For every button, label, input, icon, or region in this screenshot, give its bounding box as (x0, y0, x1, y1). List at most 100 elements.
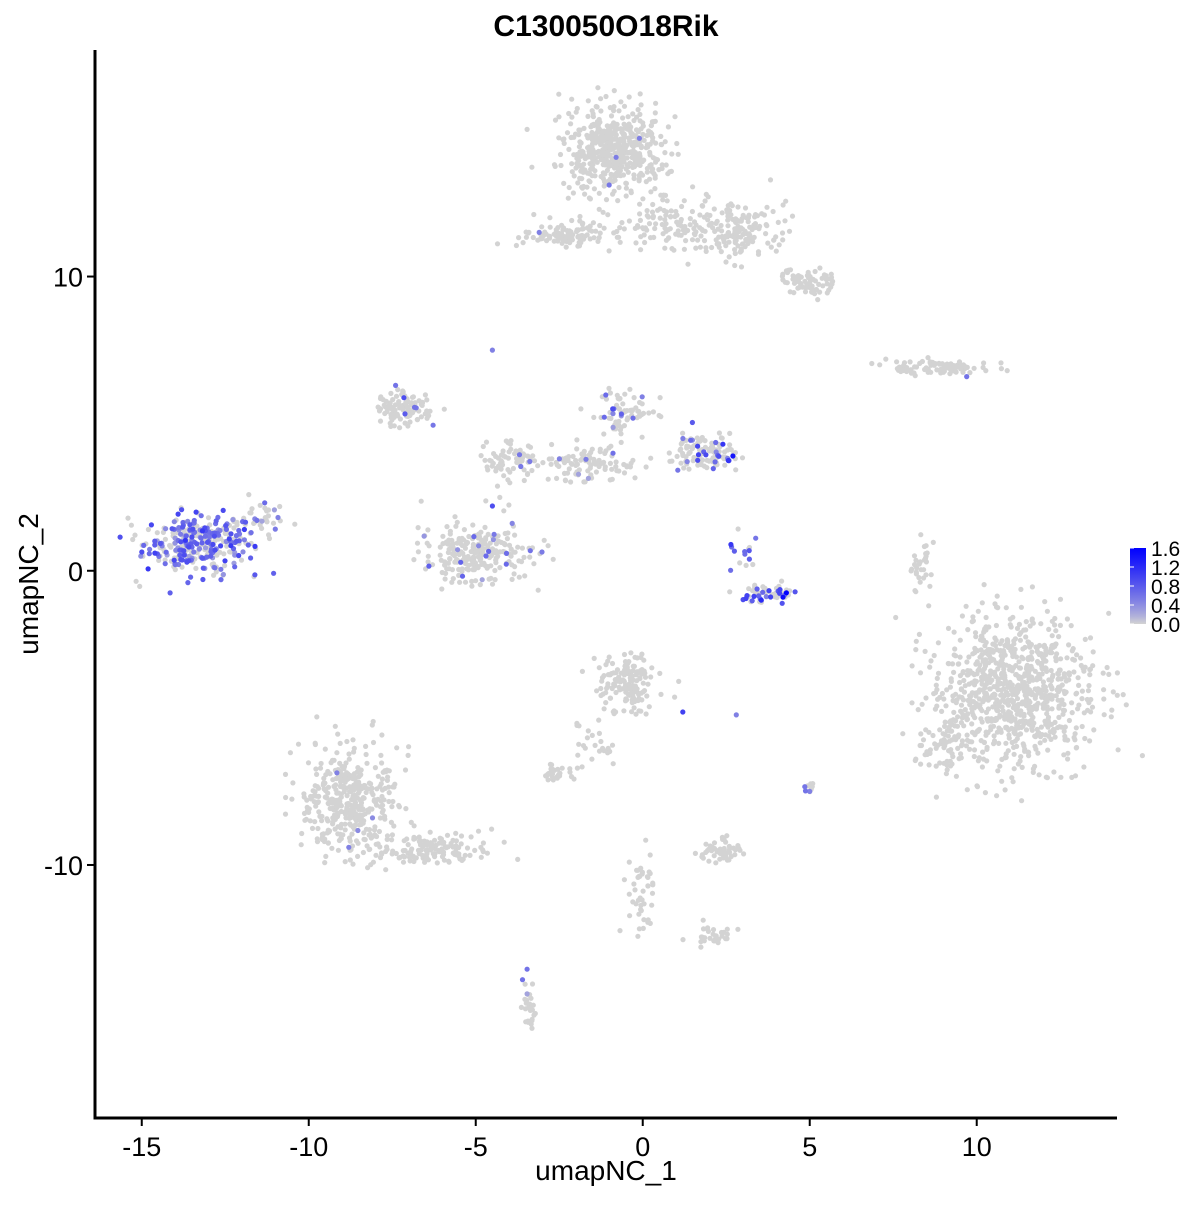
cell-point (578, 140, 584, 146)
cell-point (459, 535, 465, 541)
cell-point (649, 209, 656, 215)
cell-point (1139, 753, 1145, 759)
cell-point (649, 890, 656, 896)
cell-point (752, 224, 758, 231)
cell-point (254, 517, 260, 524)
cell-point (1057, 596, 1064, 602)
cell-point (677, 447, 683, 453)
cell-point (1023, 619, 1029, 625)
cell-point (585, 98, 591, 104)
cell-point (411, 834, 417, 840)
cell-point (971, 747, 978, 753)
cell-point (218, 566, 224, 572)
cell-point (611, 104, 617, 110)
cell-point (378, 781, 384, 787)
cell-point (964, 364, 970, 370)
cell-point (495, 455, 501, 461)
cell-point (658, 141, 664, 147)
cell-point (714, 218, 720, 224)
cell-point (208, 553, 214, 559)
cell-point (779, 600, 785, 606)
cell-point (728, 567, 734, 573)
cell-point (798, 282, 804, 288)
cell-point (440, 533, 446, 539)
cell-point (966, 654, 972, 660)
cell-point (952, 646, 958, 652)
cell-point (789, 213, 796, 219)
cell-point (674, 140, 680, 147)
cell-point (738, 264, 745, 270)
cell-point (742, 205, 749, 211)
cell-point (356, 781, 362, 787)
cell-point (516, 574, 522, 580)
cell-point (377, 844, 383, 850)
cell-point (509, 520, 515, 527)
cell-point (125, 515, 131, 521)
cell-point (1020, 646, 1026, 652)
cell-point (614, 468, 620, 474)
cell-point (732, 247, 738, 253)
cell-point (577, 213, 583, 220)
cell-point (607, 477, 613, 483)
cell-point (634, 867, 640, 873)
cell-point (582, 191, 588, 197)
cell-point (437, 552, 443, 558)
cell-point (644, 208, 650, 214)
cell-point (1106, 610, 1112, 616)
cell-point (368, 781, 374, 787)
cell-point (712, 459, 718, 465)
cell-point (587, 179, 593, 185)
cell-point (302, 817, 308, 823)
cell-point (917, 670, 924, 676)
cell-point (950, 754, 956, 760)
cell-point (566, 454, 572, 460)
cell-point (623, 155, 630, 161)
cell-point (923, 551, 929, 557)
cell-point (641, 917, 647, 923)
cell-point (252, 572, 258, 578)
cell-point (642, 239, 648, 246)
cell-point (815, 297, 821, 303)
cell-point (598, 692, 604, 699)
cell-point (167, 590, 173, 596)
x-tick-label: -10 (289, 1132, 328, 1162)
cell-point (561, 180, 567, 186)
cell-point (1014, 696, 1021, 702)
cell-point (500, 448, 506, 454)
cell-point (612, 150, 618, 156)
cell-point (641, 157, 647, 163)
cell-point (640, 410, 647, 416)
cell-point (526, 229, 532, 235)
cell-point (642, 674, 649, 680)
cell-point (410, 394, 416, 400)
cell-point (489, 581, 496, 587)
cell-point (553, 459, 559, 466)
cell-point (511, 564, 518, 570)
cell-point (776, 242, 782, 248)
cell-point (394, 411, 400, 417)
cell-point (710, 466, 716, 472)
cell-point (959, 741, 965, 748)
cell-point (746, 586, 752, 592)
cell-point (945, 625, 952, 632)
cell-point (1023, 634, 1029, 640)
cell-point (487, 540, 493, 546)
cell-point (232, 564, 238, 570)
cell-point (636, 911, 642, 917)
cell-point (913, 557, 919, 563)
cell-point (695, 237, 701, 243)
cell-point (1051, 769, 1057, 775)
cell-point (186, 544, 192, 550)
cell-point (524, 966, 530, 972)
cell-point (1087, 738, 1093, 744)
cell-point (607, 695, 613, 701)
cell-point (559, 231, 565, 237)
cell-point (993, 604, 1000, 610)
cell-point (505, 467, 511, 473)
cell-point (964, 737, 971, 743)
cell-point (646, 869, 652, 875)
cell-point (321, 775, 327, 782)
cell-point (248, 530, 254, 536)
cell-point (1029, 584, 1035, 590)
cell-point (1050, 672, 1056, 678)
